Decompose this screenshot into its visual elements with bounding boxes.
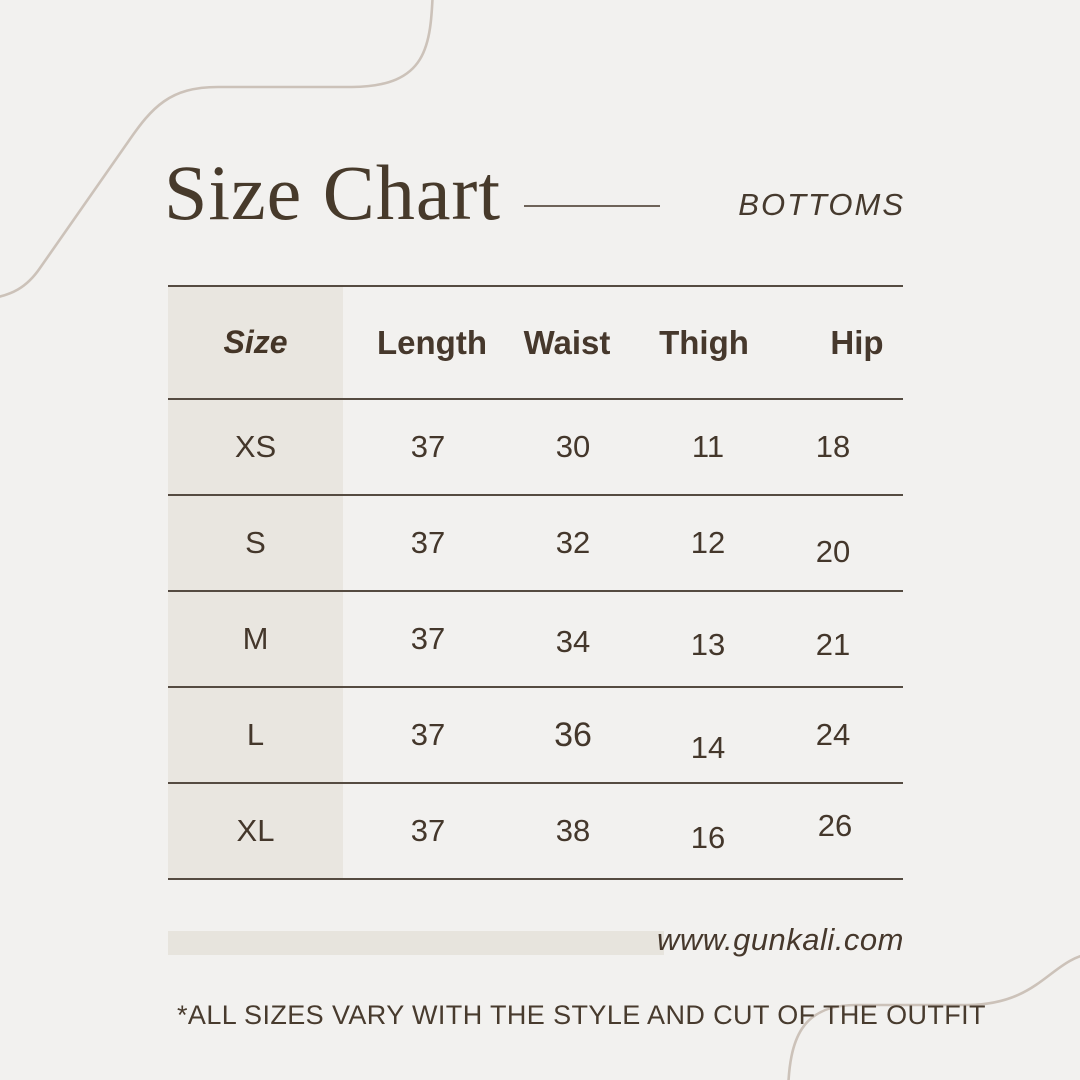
table-row-s: S 37 32 12 20 <box>168 496 903 592</box>
size-table: Size Length Waist Thigh Hip XS 37 30 11 … <box>168 285 903 880</box>
size-label: XL <box>236 813 275 848</box>
table-row-l: L 37 36 14 24 <box>168 688 903 784</box>
footer-accent-bar <box>168 931 664 955</box>
hip-value: 21 <box>815 627 851 662</box>
hip-value: 20 <box>815 534 851 569</box>
column-header-waist: Waist <box>523 323 611 361</box>
waist-value: 32 <box>555 525 591 560</box>
thigh-value: 11 <box>691 429 725 464</box>
table-header-row: Size Length Waist Thigh Hip <box>168 287 903 400</box>
thigh-value: 14 <box>690 730 726 765</box>
hip-value: 24 <box>815 717 851 752</box>
website-url: www.gunkali.com <box>657 922 904 957</box>
length-value: 37 <box>410 525 446 560</box>
column-header-thigh: Thigh <box>659 323 749 361</box>
category-label: BOTTOMS <box>738 187 905 222</box>
size-column-background <box>168 285 343 880</box>
table-row-xs: XS 37 30 11 18 <box>168 400 903 496</box>
title-dash-divider <box>524 205 660 207</box>
table-row-m: M 37 34 13 21 <box>168 592 903 688</box>
disclaimer-note: *ALL SIZES VARY WITH THE STYLE AND CUT O… <box>177 1000 986 1030</box>
table-row-xl: XL 37 38 16 26 <box>168 784 903 880</box>
size-label: XS <box>234 429 277 464</box>
size-label: L <box>246 717 265 752</box>
thigh-value: 12 <box>690 525 726 560</box>
column-header-hip: Hip <box>830 323 884 361</box>
length-value: 37 <box>410 717 446 752</box>
thigh-value: 16 <box>690 820 726 855</box>
column-header-size: Size <box>223 324 288 360</box>
column-header-length: Length <box>377 323 487 361</box>
waist-value: 38 <box>555 813 591 848</box>
page-title: Size Chart <box>164 149 502 236</box>
length-value: 37 <box>410 813 446 848</box>
size-label: M <box>242 621 269 656</box>
length-value: 37 <box>410 621 446 656</box>
length-value: 37 <box>410 429 446 464</box>
waist-value: 30 <box>555 429 591 464</box>
hip-value: 26 <box>817 808 853 843</box>
waist-value: 34 <box>555 624 591 659</box>
size-label: S <box>245 525 266 560</box>
hip-value: 18 <box>815 429 851 464</box>
thigh-value: 13 <box>690 627 726 662</box>
waist-value: 36 <box>554 715 592 754</box>
